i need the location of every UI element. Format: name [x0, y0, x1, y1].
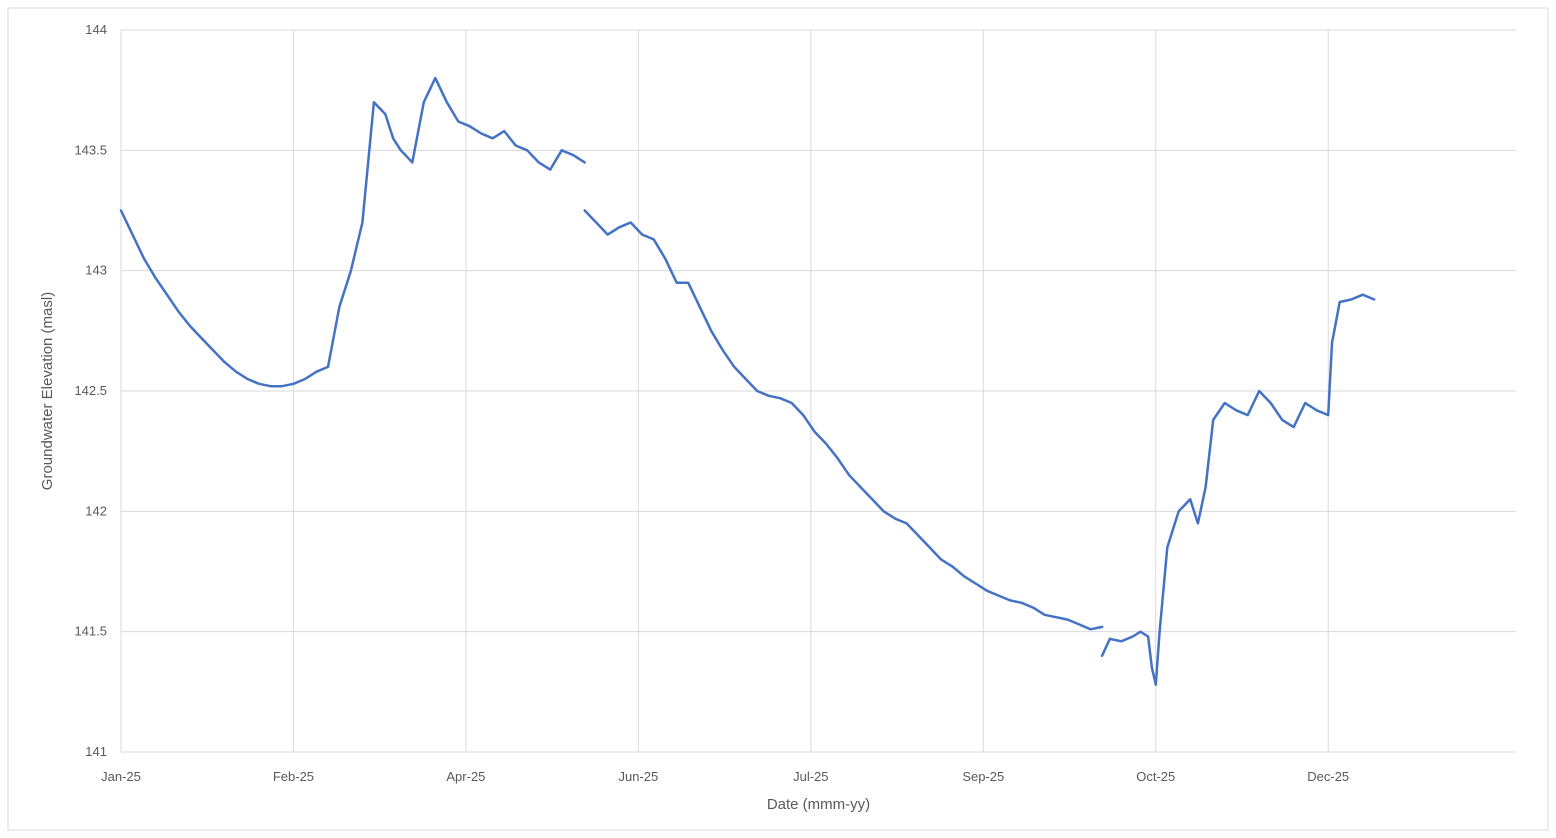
y-tick-label: 141: [85, 744, 107, 759]
y-axis-title: Groundwater Elevation (masl): [39, 292, 56, 490]
x-tick-label: Dec-25: [1307, 769, 1349, 784]
y-tick-label: 144: [85, 22, 107, 37]
y-tick-label: 142.5: [74, 383, 107, 398]
x-tick-label: Oct-25: [1136, 769, 1175, 784]
series-line-segment: [1102, 295, 1374, 685]
y-tick-label: 143: [85, 263, 107, 278]
y-tick-label: 142: [85, 503, 107, 518]
x-tick-label: Jun-25: [619, 769, 659, 784]
x-tick-label: Sep-25: [962, 769, 1004, 784]
series-line-segment: [121, 78, 585, 386]
y-tick-label: 143.5: [74, 142, 107, 157]
series-line-segment: [585, 211, 1102, 630]
x-tick-label: Jul-25: [793, 769, 828, 784]
x-tick-label: Feb-25: [273, 769, 314, 784]
y-tick-label: 141.5: [74, 624, 107, 639]
x-tick-label: Jan-25: [101, 769, 141, 784]
chart-frame: [8, 8, 1548, 830]
x-tick-label: Apr-25: [446, 769, 485, 784]
x-axis-title: Date (mmm-yy): [767, 796, 870, 813]
